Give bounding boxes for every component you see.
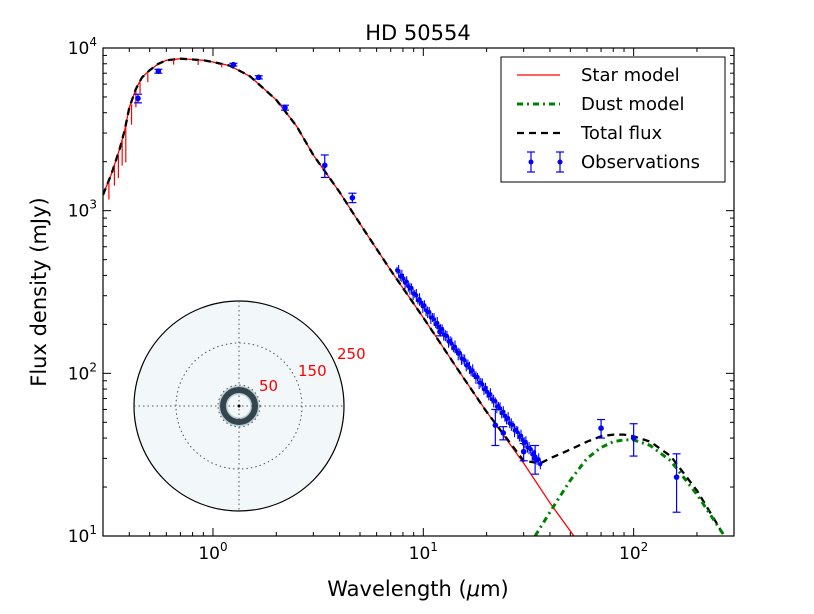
y-tick-label-base: 10	[68, 39, 90, 59]
inset-ring-label-250: 250	[337, 345, 366, 363]
spectrum-point	[432, 317, 437, 322]
inset-ring-label-50: 50	[259, 377, 278, 395]
x-axis-label-unit: m)	[480, 577, 509, 601]
observation-point	[230, 61, 237, 68]
x-tick-label-base: 10	[409, 544, 431, 564]
observation-point	[492, 422, 499, 428]
data-layer	[103, 57, 726, 536]
spectrum-point	[493, 398, 498, 403]
y-tick-label-exponent: 4	[89, 35, 97, 49]
y-tick-label-exponent: 2	[89, 360, 97, 374]
observation-point	[349, 194, 356, 201]
spectrum-point	[523, 439, 528, 444]
observation-point	[321, 162, 328, 169]
x-tick-label: 102	[619, 540, 648, 564]
spectrum-point	[462, 357, 467, 362]
spectrum-point	[502, 413, 507, 418]
observation-point	[155, 68, 162, 75]
spectrum-point	[480, 382, 485, 387]
spectrum-point	[470, 368, 475, 373]
spectrum-point	[452, 344, 457, 349]
legend-label-dust: Dust model	[581, 94, 684, 115]
observation-point	[282, 104, 288, 111]
legend-label-obs: Observations	[581, 152, 700, 173]
observation-point	[135, 95, 141, 102]
inset-dust-ring	[220, 387, 258, 425]
spectrum-point	[528, 446, 533, 451]
observation-point	[520, 448, 527, 455]
inset-ring-label-150: 150	[298, 362, 327, 380]
y-tick-label-base: 10	[68, 202, 90, 222]
spectrum-point	[483, 386, 488, 391]
spectrum-point	[435, 320, 440, 325]
plot-frame	[102, 47, 735, 537]
spectrum-point	[475, 374, 480, 379]
spectrum-point	[414, 293, 419, 298]
x-tick-label-base: 10	[198, 544, 220, 564]
legend-obs-dot-left	[528, 159, 534, 165]
spectrum-point	[519, 433, 524, 438]
spectrum-point	[488, 392, 493, 397]
x-axis-label-main: Wavelength (	[327, 577, 466, 601]
x-tick-label-exponent: 2	[641, 540, 649, 554]
legend-label-star: Star model	[581, 65, 680, 86]
y-tick-label: 102	[68, 360, 97, 384]
x-tick-label-exponent: 0	[220, 540, 228, 554]
legend: Star model Dust model Total flux Observa…	[500, 56, 726, 183]
spectrum-point	[485, 389, 490, 394]
observation-point	[437, 329, 443, 335]
legend-label-total: Total flux	[580, 123, 663, 144]
observation-point	[673, 474, 680, 480]
spectrum-point	[396, 269, 401, 274]
series-dust-model	[533, 438, 726, 536]
y-tick-label: 103	[68, 198, 97, 222]
spectrum-point	[422, 303, 427, 308]
spectrum-point	[457, 350, 462, 355]
observation-point	[630, 435, 637, 441]
chart-title: HD 50554	[365, 21, 470, 45]
spectrum-point	[449, 341, 454, 346]
inset-dust-ring-glow	[218, 385, 260, 427]
inset-star	[237, 404, 241, 408]
legend-box	[500, 56, 726, 183]
legend-swatch-obs	[527, 151, 564, 173]
spectrum-point	[467, 365, 472, 370]
spectrum-point	[465, 362, 470, 367]
observation-point	[255, 74, 262, 81]
spectrum-point	[409, 285, 414, 290]
spectrum-point	[506, 415, 511, 420]
polar-inset: 50 150 250	[133, 300, 366, 512]
spectrum-point	[538, 462, 543, 467]
x-tick-label-exponent: 1	[430, 540, 438, 554]
y-tick-label-exponent: 3	[89, 198, 97, 212]
spectrum-point	[444, 333, 449, 338]
observation-point	[598, 425, 604, 431]
y-tick-label-base: 10	[68, 527, 90, 547]
y-tick-label: 104	[68, 35, 97, 59]
spectrum-point	[401, 276, 406, 281]
spectrum-point	[427, 309, 432, 314]
x-axis-label-mu: μ	[466, 577, 480, 601]
y-tick-label-exponent: 1	[89, 523, 97, 537]
spectrum-point	[515, 430, 520, 435]
y-tick-label: 101	[68, 523, 97, 547]
legend-obs-dot-right	[557, 159, 563, 165]
x-tick-label: 101	[409, 540, 438, 564]
spectrum-point	[417, 297, 422, 302]
x-axis-label: Wavelength (μm)	[327, 577, 508, 601]
series-total-flux	[103, 57, 726, 536]
spectrum-point	[419, 300, 424, 305]
spectrum-point	[404, 279, 409, 284]
x-tick-label: 100	[198, 540, 227, 564]
observation-point	[500, 430, 507, 436]
y-tick-label-base: 10	[68, 364, 90, 384]
spectrum-point	[510, 422, 515, 427]
y-axis-label: Flux density (mJy)	[27, 197, 51, 386]
observation-point	[532, 455, 538, 462]
x-tick-label-base: 10	[619, 544, 641, 564]
spectrum-point	[501, 409, 506, 414]
